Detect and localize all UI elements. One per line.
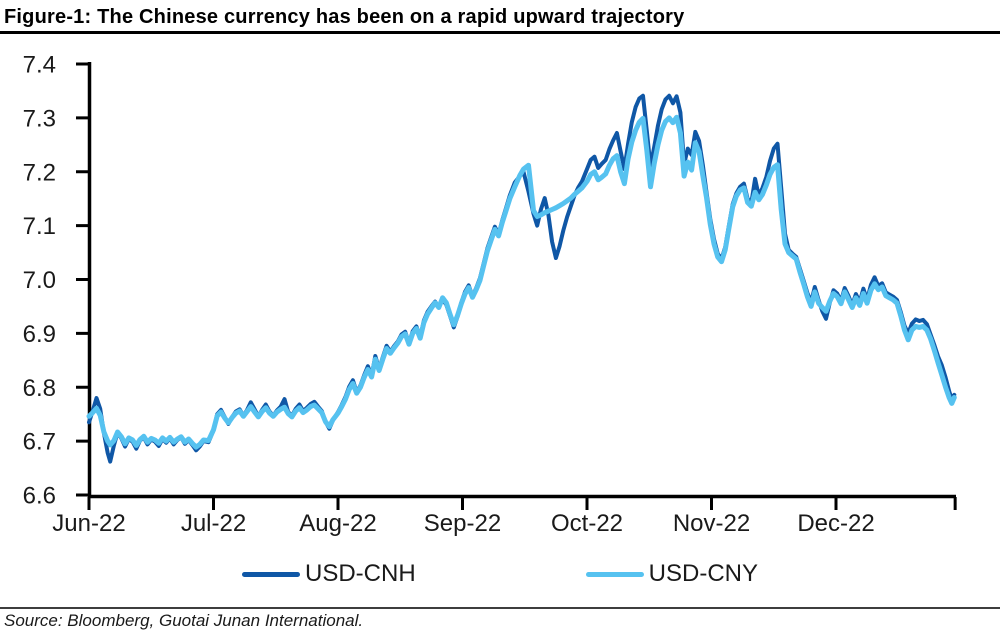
y-axis-tick-label: 7.1 [23,213,56,240]
x-axis-tick-label: Dec-22 [797,510,874,537]
source-note: Source: Bloomberg, Guotai Junan Internat… [4,611,364,630]
legend-label-usd-cnh: USD-CNH [304,560,416,587]
legend: USD-CNH USD-CNY [0,562,1000,586]
x-axis-tick-label: Oct-22 [551,510,623,537]
usd-cnh-line [87,93,957,464]
y-axis-tick-label: 7.0 [23,267,56,294]
usd-cny-line [86,114,957,450]
x-axis-tick-label: Sep-22 [424,510,501,537]
y-axis-tick-label: 7.4 [23,52,56,79]
y-axis-tick-label: 6.7 [23,429,56,456]
x-axis-tick-label: Nov-22 [673,510,750,537]
legend-label-usd-cny: USD-CNY [648,560,758,587]
legend-item-usd-cny: USD-CNY [585,560,758,587]
x-axis-tick-label: Jun-22 [52,510,125,537]
x-axis-tick-label: Jul-22 [181,510,246,537]
legend-swatch-usd-cny [585,571,644,577]
bottom-divider [0,607,1000,609]
legend-item-usd-cnh: USD-CNH [241,560,416,587]
y-axis-tick-label: 7.2 [23,159,56,186]
y-axis-tick-label: 6.9 [23,321,56,348]
y-axis-tick-label: 7.3 [23,105,56,132]
x-axis-tick-label: Aug-22 [299,510,376,537]
y-axis-tick-label: 6.6 [23,483,56,510]
legend-swatch-usd-cnh [241,571,300,577]
y-axis-tick-label: 6.8 [23,375,56,402]
figure-title: Figure-1: The Chinese currency has been … [0,0,1000,34]
